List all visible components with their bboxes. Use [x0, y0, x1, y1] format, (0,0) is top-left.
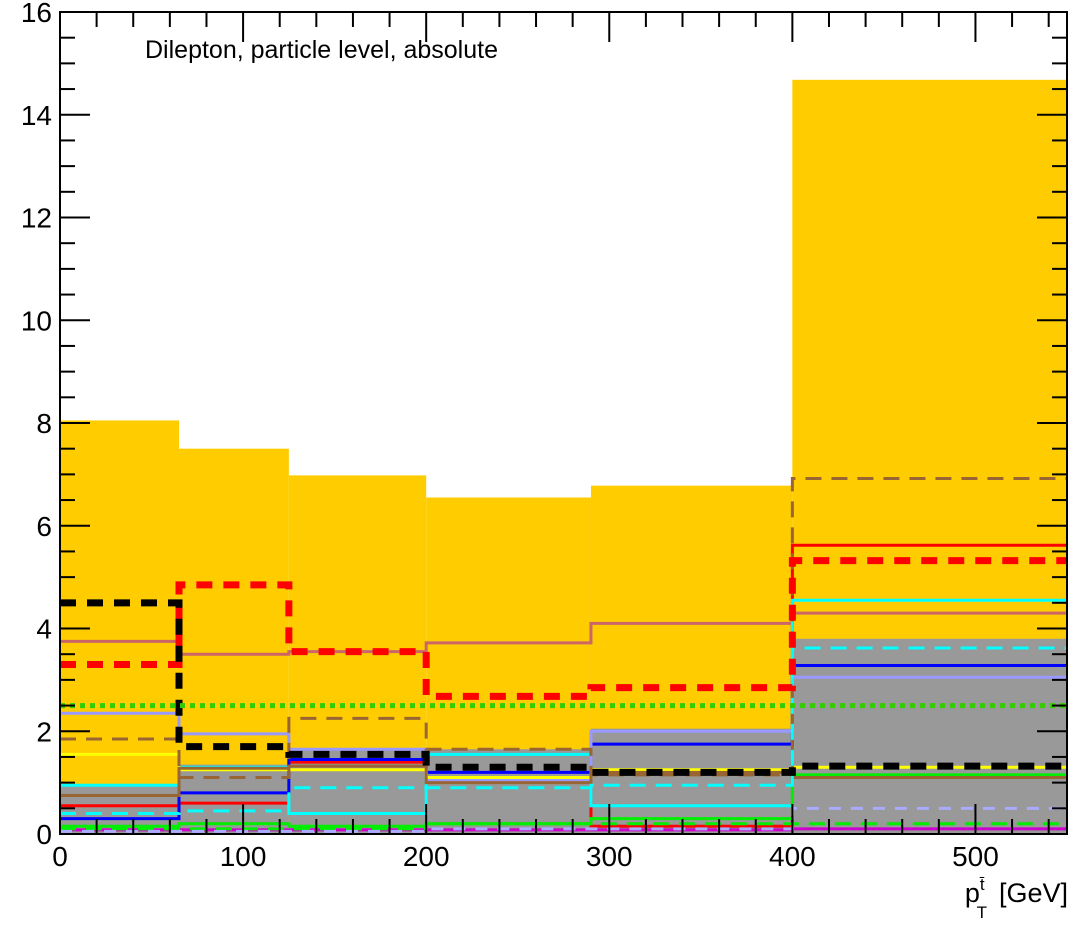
x-tick-label: 300 [586, 841, 633, 872]
bar-s1-b4 [590, 728, 793, 834]
tick-labels: 0 2 4 6 8 10 12 14 16 0 100 200 300 400 500 [21, 0, 999, 872]
histogram-fills [60, 79, 1067, 834]
bar-s0-b0 [60, 420, 180, 834]
series-line-11 [60, 476, 1067, 779]
x-axis-label: pt̄ T [GeV] [965, 875, 1068, 922]
y-tick-label: 12 [21, 203, 52, 234]
y-tick-label: 2 [36, 716, 52, 747]
x-tick-label: 0 [52, 841, 68, 872]
x-tick-label: 200 [403, 841, 450, 872]
y-tick-label: 8 [36, 408, 52, 439]
x-tick-label: 100 [220, 841, 267, 872]
x-axis-label-base: p [965, 878, 980, 908]
y-tick-label: 0 [36, 819, 52, 850]
y-tick-label: 10 [21, 305, 52, 336]
x-tick-label: 400 [769, 841, 816, 872]
axes [59, 11, 1068, 835]
bar-s1-b3 [426, 749, 591, 834]
x-axis-label-sup: t̄ [979, 875, 985, 894]
series-line-16 [60, 599, 1067, 776]
x-axis-label-sub: T [977, 903, 987, 922]
chart-annotation: Dilepton, particle level, absolute [145, 36, 498, 64]
histogram-lines [60, 476, 1067, 833]
series-line-12 [60, 646, 1067, 815]
y-tick-label: 6 [36, 511, 52, 542]
series-line-15 [60, 557, 1067, 700]
x-axis-label-unit: [GeV] [999, 878, 1068, 908]
bar-s1-b5 [792, 638, 1067, 834]
x-tick-label: 500 [952, 841, 999, 872]
y-tick-label: 14 [21, 100, 52, 131]
y-tick-label: 4 [36, 614, 52, 645]
y-tick-label: 16 [21, 0, 52, 28]
